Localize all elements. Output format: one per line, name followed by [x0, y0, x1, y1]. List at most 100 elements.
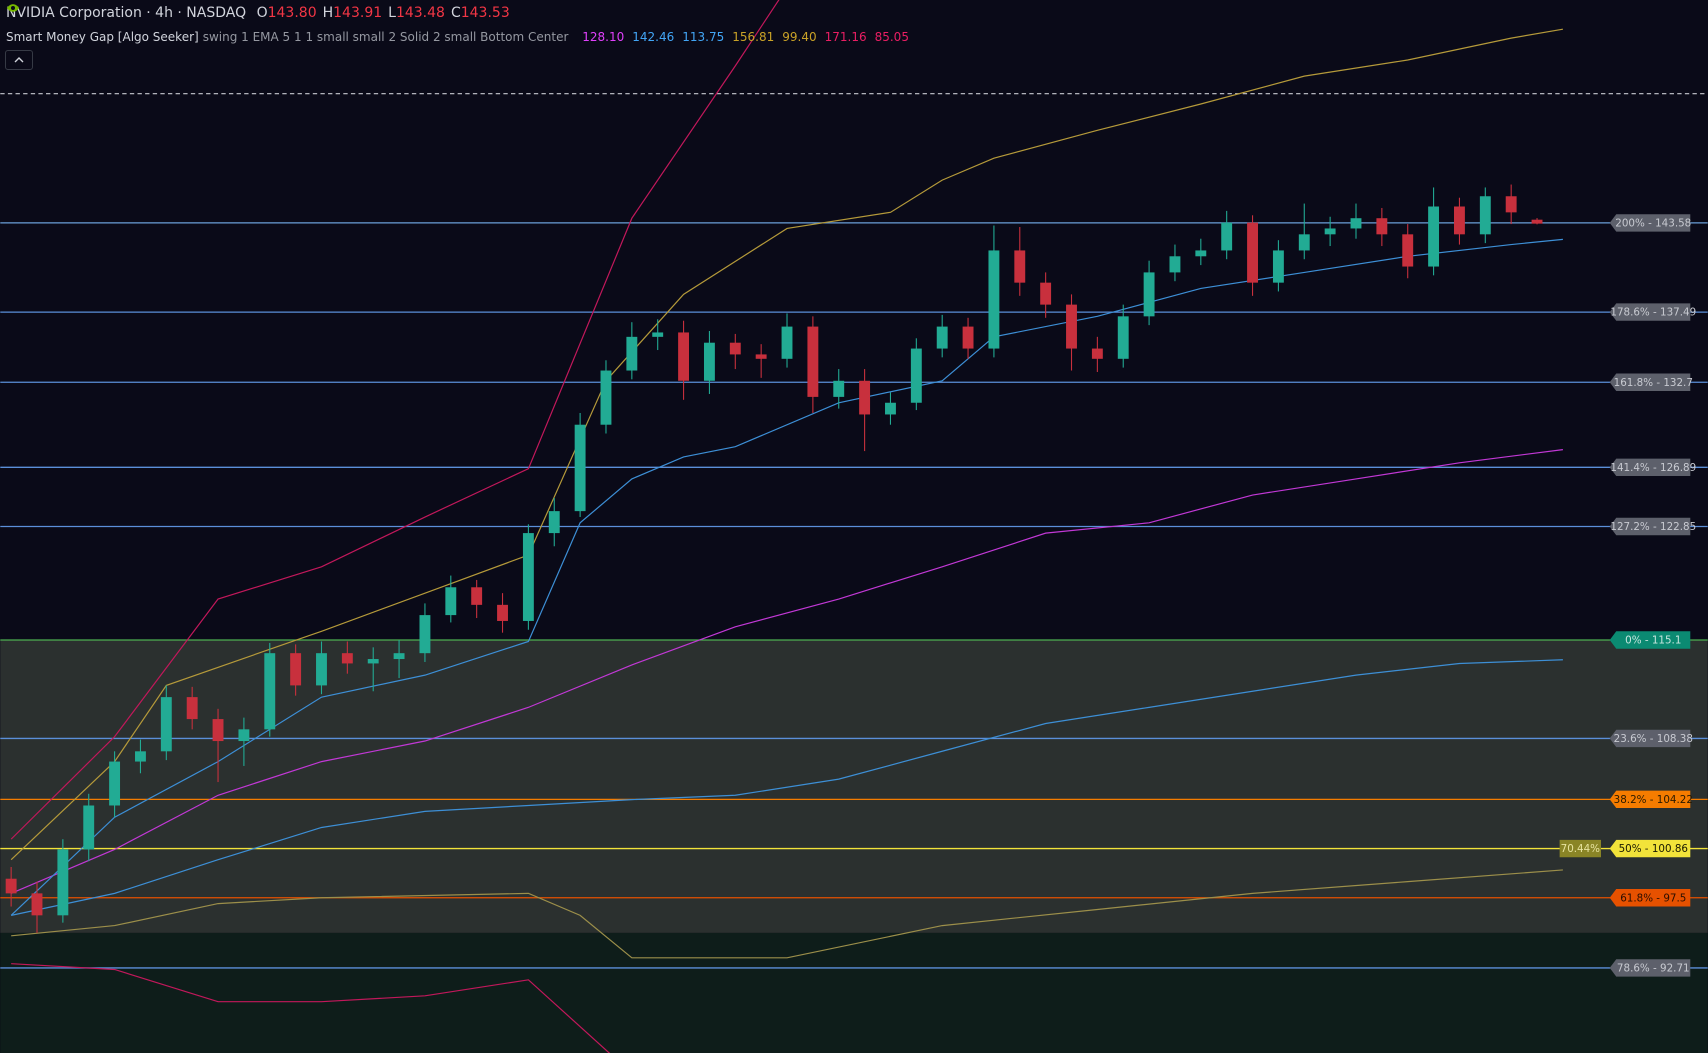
candle-body	[316, 653, 327, 686]
indicator-value: 99.40	[782, 30, 817, 44]
annotation-label: 70.44%	[1561, 843, 1601, 855]
fib-level-label: 50% - 100.86	[1619, 843, 1688, 855]
fib-level-label: 23.6% - 108.38	[1614, 733, 1693, 745]
chevron-icon	[14, 57, 24, 63]
candle-body	[1040, 282, 1052, 305]
candle-body	[1350, 218, 1362, 229]
candle-body	[885, 402, 896, 415]
candle-body	[445, 587, 457, 616]
logo	[7, 4, 19, 12]
candle-body	[212, 719, 224, 742]
ohlc-value: 143.91	[333, 5, 383, 21]
fib-level-label-bg	[1609, 889, 1691, 907]
candle-body	[1479, 196, 1491, 235]
indicator-line	[10, 238, 1563, 916]
candle-body	[367, 659, 379, 664]
candle-body	[600, 370, 612, 425]
candle-body	[626, 336, 638, 371]
ohlc-key: H	[322, 5, 334, 21]
candle-body	[31, 893, 43, 916]
candle-body	[1117, 316, 1129, 359]
ohlc-key: L	[388, 5, 396, 21]
fib-level-label-bg	[1609, 959, 1691, 977]
candle-body	[1428, 206, 1440, 267]
candle-body	[135, 751, 146, 762]
candle-body	[1298, 234, 1310, 251]
candle-body	[1402, 234, 1414, 267]
candle-body	[1324, 228, 1336, 235]
fib-level-label: 38.2% - 104.22	[1614, 794, 1693, 806]
indicator-line	[11, 963, 611, 1053]
fib-level-label-bg	[1609, 373, 1691, 391]
candle-body	[419, 615, 431, 654]
symbol-line: NVIDIA Corporation · 4h · NASDAQ O143.80…	[6, 2, 917, 24]
candle-body	[341, 653, 353, 664]
candle-body	[781, 326, 793, 359]
indicator-value: 128.10	[582, 30, 625, 44]
fib-level-label-bg	[1609, 729, 1691, 748]
legend-header: NVIDIA Corporation · 4h · NASDAQ O143.80…	[6, 2, 917, 48]
candle-body	[1169, 256, 1181, 273]
fib-level-label: 200% - 143.58	[1615, 217, 1691, 229]
ohlc-key: C	[450, 5, 461, 21]
fib-level-label-bg	[1609, 790, 1691, 809]
fib-level-label: 127.2% - 122.85	[1610, 521, 1696, 533]
indicator-value: 142.46	[632, 30, 675, 44]
candle-body	[1195, 250, 1207, 257]
candle-body	[1247, 222, 1258, 283]
candle-body	[833, 380, 845, 397]
indicator-line	[10, 449, 1563, 894]
candle-body	[1453, 206, 1465, 235]
candle-body	[1272, 250, 1284, 283]
collapse-button[interactable]	[5, 50, 33, 70]
fib-level-label: 178.6% - 137.49	[1610, 307, 1696, 319]
ohlc-key: O	[256, 5, 268, 21]
candle-body	[1531, 219, 1543, 224]
candle-body	[264, 653, 276, 730]
candle-body	[522, 533, 534, 621]
candle-body	[109, 761, 121, 806]
fib-level-label: 0% - 115.1	[1625, 635, 1681, 647]
candle-body	[57, 849, 69, 916]
fib-level-label-bg	[1609, 214, 1691, 232]
candle-body	[1505, 196, 1517, 213]
candle-body	[160, 697, 172, 752]
candle-body	[678, 332, 690, 381]
candle-body	[497, 604, 508, 621]
candle-body	[1066, 304, 1077, 349]
candle-body	[729, 342, 741, 355]
candle-body	[290, 653, 302, 686]
candle-body	[1091, 348, 1103, 359]
candle-body	[238, 729, 250, 742]
annotation-label-bg	[1559, 839, 1602, 858]
fib-level-label-bg	[1609, 631, 1691, 649]
fib-level-label-bg	[1609, 517, 1691, 536]
zone	[0, 932, 1708, 1053]
candle-body	[755, 354, 767, 359]
indicator-value: 171.16	[824, 30, 867, 44]
indicator-line	[11, 869, 1563, 959]
fib-level-label-bg	[1609, 458, 1691, 477]
zone	[0, 640, 1708, 933]
candle-body	[548, 511, 560, 534]
indicator-line	[10, 0, 780, 840]
indicator-value: 85.05	[874, 30, 909, 44]
fib-level-label: 61.8% - 97.5	[1620, 892, 1686, 904]
candle-body	[471, 587, 483, 605]
ohlc-value: 143.48	[395, 5, 445, 21]
fib-level-label: 78.6% - 92.71	[1617, 962, 1690, 974]
candle-body	[574, 424, 586, 512]
candle-body	[703, 342, 715, 381]
candle-body	[83, 805, 95, 850]
fib-level-label: 141.4% - 126.89	[1610, 462, 1696, 474]
fib-level-label-bg	[1609, 839, 1691, 858]
fib-level-label: 161.8% - 132.7	[1614, 377, 1693, 389]
candle-body	[988, 250, 1000, 349]
candle-body	[1143, 272, 1155, 317]
indicator-line	[11, 659, 1563, 916]
candle-body	[962, 326, 974, 349]
fib-level-label-bg	[1609, 303, 1691, 321]
